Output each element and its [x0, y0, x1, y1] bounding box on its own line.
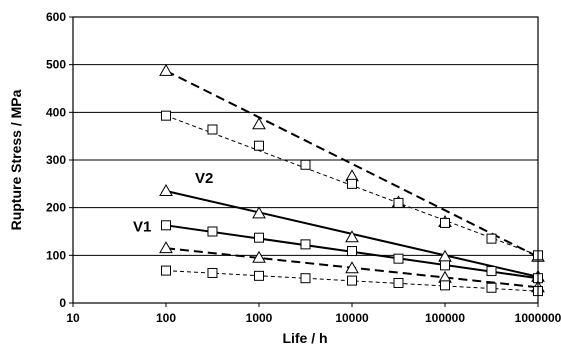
series-s4-point-4 — [347, 246, 357, 257]
axes — [69, 16, 539, 307]
series-s4-point-3 — [300, 239, 311, 250]
series-s4 — [161, 220, 543, 284]
series-s1-point-0 — [159, 63, 173, 76]
series-s6-point-4 — [347, 275, 357, 286]
series-s2-point-0 — [161, 110, 171, 121]
series-s6-point-2 — [254, 270, 264, 281]
series-layer — [159, 63, 545, 297]
annotation-v2: V2 — [195, 170, 213, 187]
series-s2-point-6 — [440, 217, 450, 228]
y-tick-label-500: 500 — [46, 58, 66, 72]
y-tick-label-0: 0 — [59, 296, 66, 310]
y-tick-label-400: 400 — [46, 105, 66, 119]
x-tick-label-1000: 1000 — [246, 311, 273, 325]
series-s6-point-3 — [300, 273, 311, 284]
annotation-v1: V1 — [133, 218, 151, 235]
x-tick-label-1000000: 1000000 — [515, 311, 561, 325]
x-tick-label-10: 10 — [66, 311, 80, 325]
series-s2-point-5 — [393, 197, 404, 208]
y-tick-label-100: 100 — [46, 248, 66, 262]
tick-labels: 0 100 200 300 400 500 600 10 100 1000 10000 100000 1… — [46, 10, 561, 325]
series-s4-point-2 — [254, 232, 264, 243]
series-s6-point-6 — [440, 280, 450, 291]
series-s4-point-7 — [486, 266, 497, 277]
x-tick-label-10000: 10000 — [335, 311, 369, 325]
series-s4-point-6 — [440, 260, 450, 271]
series-s6-line — [165, 270, 539, 292]
series-s6-point-7 — [486, 282, 497, 293]
series-s3-point-1 — [252, 206, 266, 219]
plot-border — [72, 16, 539, 304]
series-s4-point-1 — [207, 226, 218, 237]
series-s6-point-1 — [207, 267, 218, 278]
series-s1-point-1 — [252, 117, 266, 130]
series-s2 — [161, 110, 543, 261]
series-s2-point-4 — [347, 178, 357, 189]
annotations: V2 V1 — [133, 170, 213, 235]
series-s2-point-3 — [300, 159, 311, 170]
series-s2-point-1 — [207, 124, 218, 135]
series-s2-point-7 — [486, 233, 497, 244]
y-tick-label-600: 600 — [46, 10, 66, 24]
x-tick-label-100000: 100000 — [425, 311, 465, 325]
series-s4-point-5 — [393, 253, 404, 264]
series-s4-point-0 — [161, 220, 171, 231]
series-s2-point-2 — [254, 140, 264, 151]
x-axis-label: Life / h — [282, 330, 327, 346]
series-s6-point-0 — [161, 265, 171, 276]
series-s6-point-5 — [393, 277, 404, 288]
series-s3-point-2 — [345, 230, 359, 243]
series-s5-point-2 — [345, 261, 359, 274]
x-tick-label-100: 100 — [156, 311, 176, 325]
series-s6 — [161, 265, 543, 297]
series-s5-point-1 — [252, 250, 266, 263]
y-axis-label: Rupture Stress / MPa — [8, 89, 24, 230]
series-s3-point-0 — [159, 183, 173, 196]
series-s5-point-0 — [159, 241, 173, 254]
y-tick-label-300: 300 — [46, 153, 66, 167]
y-tick-label-200: 200 — [46, 201, 66, 215]
